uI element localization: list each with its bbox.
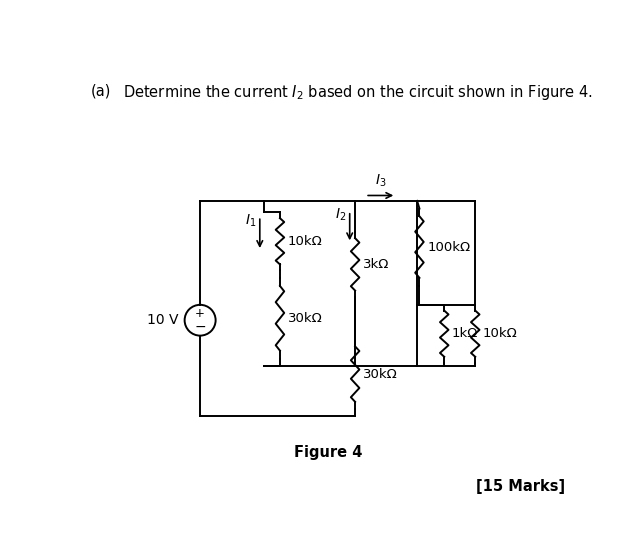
- Text: $I_3$: $I_3$: [375, 173, 387, 190]
- Text: −: −: [195, 320, 206, 334]
- Text: Figure 4: Figure 4: [294, 445, 362, 460]
- Text: 30kΩ: 30kΩ: [363, 368, 397, 381]
- Text: 10 V: 10 V: [147, 313, 179, 327]
- Text: [15 Marks]: [15 Marks]: [476, 479, 565, 494]
- Text: $I_1$: $I_1$: [244, 213, 256, 229]
- Text: 10kΩ: 10kΩ: [288, 235, 323, 248]
- Text: +: +: [195, 307, 205, 320]
- Text: 3kΩ: 3kΩ: [363, 258, 389, 271]
- Text: $I_2$: $I_2$: [335, 207, 347, 223]
- Text: Determine the current $I_2$ based on the circuit shown in Figure 4.: Determine the current $I_2$ based on the…: [123, 83, 593, 102]
- Text: 100kΩ: 100kΩ: [428, 241, 470, 253]
- Text: (a): (a): [91, 83, 111, 98]
- Text: 30kΩ: 30kΩ: [288, 312, 323, 325]
- Text: 1kΩ: 1kΩ: [452, 327, 478, 340]
- Text: 10kΩ: 10kΩ: [483, 327, 518, 340]
